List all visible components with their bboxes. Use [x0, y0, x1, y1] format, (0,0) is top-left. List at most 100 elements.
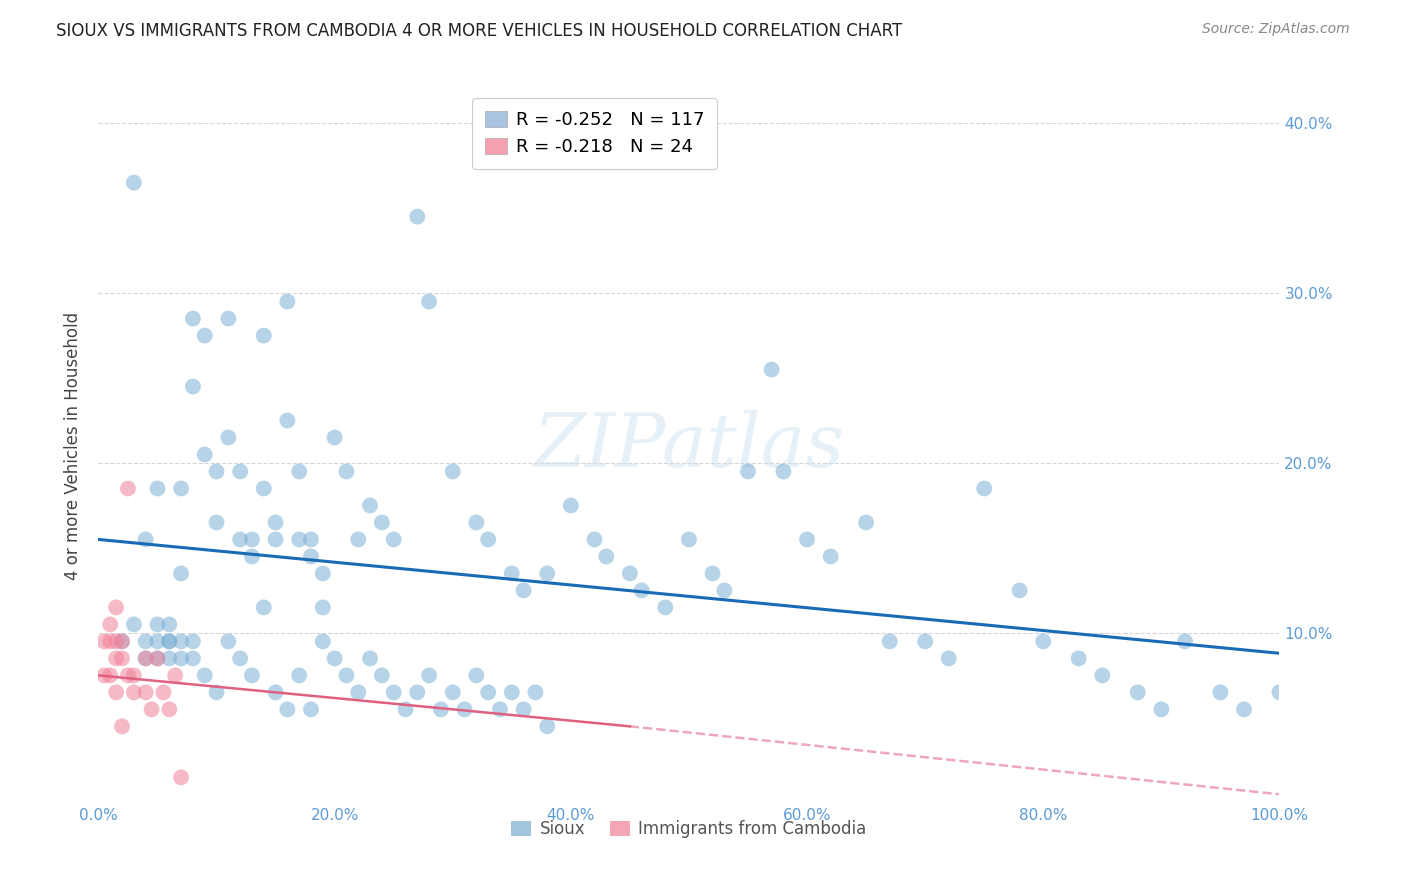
Point	[240, 533, 263, 547]
Point	[382, 533, 405, 547]
Point	[583, 533, 606, 547]
Point	[335, 668, 357, 682]
Point	[1008, 583, 1031, 598]
Point	[98, 617, 121, 632]
Point	[135, 634, 157, 648]
Point	[1233, 702, 1256, 716]
Point	[713, 583, 735, 598]
Point	[536, 566, 558, 581]
Point	[441, 685, 464, 699]
Point	[253, 482, 276, 496]
Text: ZIPatlas: ZIPatlas	[533, 409, 845, 483]
Point	[938, 651, 960, 665]
Point	[217, 634, 239, 648]
Point	[170, 482, 193, 496]
Point	[512, 583, 534, 598]
Point	[157, 634, 180, 648]
Point	[441, 465, 464, 479]
Point	[122, 668, 145, 682]
Point	[1126, 685, 1149, 699]
Point	[276, 413, 298, 427]
Point	[678, 533, 700, 547]
Point	[117, 482, 139, 496]
Point	[772, 465, 794, 479]
Point	[418, 294, 440, 309]
Point	[430, 702, 453, 716]
Point	[477, 533, 499, 547]
Point	[359, 499, 381, 513]
Point	[973, 482, 995, 496]
Point	[146, 617, 169, 632]
Point	[820, 549, 842, 564]
Point	[217, 311, 239, 326]
Point	[111, 634, 134, 648]
Point	[157, 617, 180, 632]
Point	[560, 499, 582, 513]
Point	[146, 651, 169, 665]
Point	[194, 448, 217, 462]
Point	[157, 634, 180, 648]
Point	[371, 516, 394, 530]
Point	[288, 668, 311, 682]
Point	[382, 685, 405, 699]
Point	[489, 702, 512, 716]
Point	[170, 566, 193, 581]
Point	[299, 549, 322, 564]
Point	[229, 651, 252, 665]
Point	[1032, 634, 1054, 648]
Point	[146, 651, 169, 665]
Y-axis label: 4 or more Vehicles in Household: 4 or more Vehicles in Household	[65, 312, 83, 580]
Point	[157, 702, 180, 716]
Point	[299, 702, 322, 716]
Point	[855, 516, 877, 530]
Point	[501, 566, 523, 581]
Point	[98, 634, 121, 648]
Point	[512, 702, 534, 716]
Point	[105, 651, 128, 665]
Point	[347, 533, 370, 547]
Point	[205, 516, 228, 530]
Point	[406, 210, 429, 224]
Point	[229, 465, 252, 479]
Point	[312, 634, 335, 648]
Point	[323, 651, 346, 665]
Point	[205, 685, 228, 699]
Point	[146, 482, 169, 496]
Point	[1150, 702, 1173, 716]
Text: Source: ZipAtlas.com: Source: ZipAtlas.com	[1202, 22, 1350, 37]
Point	[619, 566, 641, 581]
Point	[501, 685, 523, 699]
Point	[1091, 668, 1114, 682]
Point	[465, 668, 488, 682]
Point	[276, 702, 298, 716]
Point	[1268, 685, 1291, 699]
Point	[194, 668, 217, 682]
Point	[359, 651, 381, 665]
Point	[205, 465, 228, 479]
Point	[122, 617, 145, 632]
Point	[93, 668, 115, 682]
Point	[141, 702, 163, 716]
Point	[1174, 634, 1197, 648]
Point	[264, 685, 287, 699]
Point	[524, 685, 547, 699]
Point	[288, 533, 311, 547]
Point	[146, 634, 169, 648]
Point	[465, 516, 488, 530]
Point	[170, 651, 193, 665]
Point	[879, 634, 901, 648]
Point	[276, 294, 298, 309]
Point	[299, 533, 322, 547]
Point	[135, 651, 157, 665]
Point	[240, 668, 263, 682]
Text: SIOUX VS IMMIGRANTS FROM CAMBODIA 4 OR MORE VEHICLES IN HOUSEHOLD CORRELATION CH: SIOUX VS IMMIGRANTS FROM CAMBODIA 4 OR M…	[56, 22, 903, 40]
Point	[111, 634, 134, 648]
Point	[761, 362, 783, 376]
Point	[312, 600, 335, 615]
Point	[111, 651, 134, 665]
Point	[165, 668, 187, 682]
Point	[135, 651, 157, 665]
Point	[654, 600, 676, 615]
Point	[105, 634, 128, 648]
Point	[135, 685, 157, 699]
